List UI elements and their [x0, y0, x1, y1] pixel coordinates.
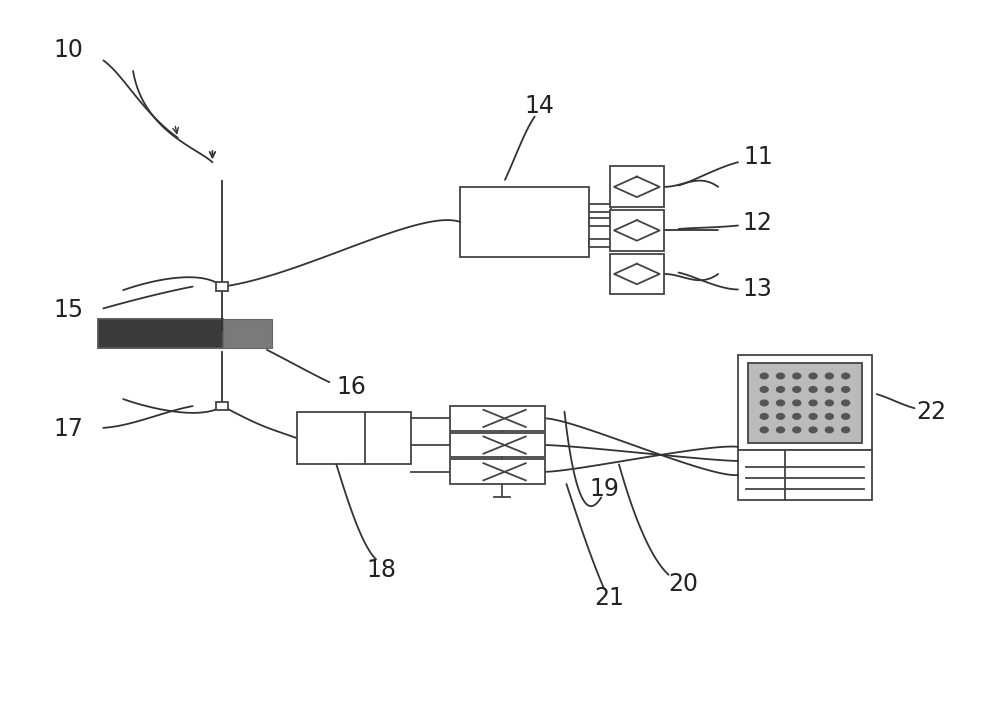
Circle shape — [825, 373, 833, 379]
Text: 16: 16 — [336, 375, 366, 399]
Bar — [450, 433, 545, 457]
Circle shape — [842, 400, 850, 406]
Circle shape — [793, 400, 801, 406]
Text: 22: 22 — [916, 400, 946, 424]
Bar — [610, 254, 664, 294]
Text: 13: 13 — [743, 277, 773, 301]
Circle shape — [777, 400, 784, 406]
Circle shape — [842, 427, 850, 433]
Bar — [223, 319, 272, 348]
Circle shape — [777, 373, 784, 379]
Circle shape — [842, 414, 850, 419]
Bar — [738, 356, 872, 450]
Bar — [748, 363, 862, 444]
Circle shape — [825, 414, 833, 419]
Circle shape — [842, 387, 850, 392]
Text: 10: 10 — [54, 38, 84, 62]
Circle shape — [809, 387, 817, 392]
Bar — [216, 402, 228, 410]
Text: 20: 20 — [668, 572, 698, 596]
Circle shape — [793, 414, 801, 419]
Circle shape — [760, 387, 768, 392]
Circle shape — [793, 427, 801, 433]
Circle shape — [777, 414, 784, 419]
Circle shape — [809, 414, 817, 419]
Circle shape — [809, 373, 817, 379]
Bar — [610, 166, 664, 207]
Circle shape — [842, 373, 850, 379]
Circle shape — [793, 387, 801, 392]
Circle shape — [809, 400, 817, 406]
Bar — [589, 218, 611, 226]
Bar — [297, 412, 411, 464]
Text: 15: 15 — [54, 298, 84, 322]
Circle shape — [825, 427, 833, 433]
Bar — [738, 450, 872, 500]
Circle shape — [760, 427, 768, 433]
Bar — [589, 204, 611, 212]
Text: 17: 17 — [54, 417, 84, 442]
Bar — [589, 239, 611, 247]
Bar — [450, 406, 545, 431]
Circle shape — [760, 373, 768, 379]
Bar — [610, 210, 664, 251]
Text: 12: 12 — [743, 211, 773, 235]
Text: 14: 14 — [525, 94, 555, 118]
Circle shape — [777, 387, 784, 392]
Text: 19: 19 — [589, 477, 619, 501]
Circle shape — [760, 414, 768, 419]
Circle shape — [760, 400, 768, 406]
Bar — [460, 187, 589, 257]
Bar — [450, 459, 545, 484]
Text: 18: 18 — [366, 558, 396, 582]
Circle shape — [777, 427, 784, 433]
Bar — [98, 319, 223, 348]
Text: 11: 11 — [743, 145, 773, 169]
Circle shape — [825, 387, 833, 392]
Circle shape — [809, 427, 817, 433]
Circle shape — [825, 400, 833, 406]
Text: 21: 21 — [594, 586, 624, 610]
Circle shape — [793, 373, 801, 379]
Bar — [216, 282, 228, 291]
